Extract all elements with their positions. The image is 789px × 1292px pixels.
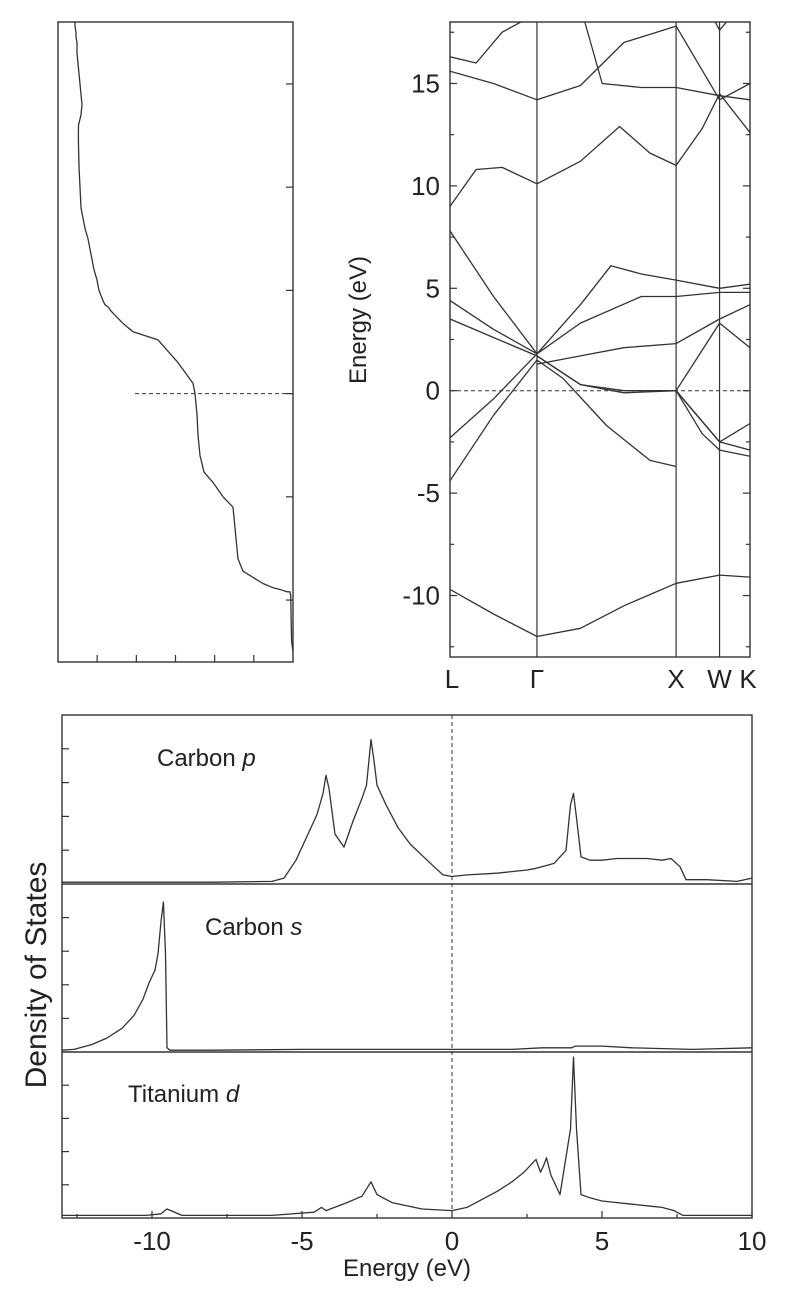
band-symmetry-lines [536,22,721,657]
pdos-curve [62,1056,752,1217]
band-line [536,322,750,394]
band-y-tick-label: 10 [411,171,440,201]
pdos-curve [62,738,753,883]
projected-dos-y-ticks [62,748,69,1186]
band-y-tick-label: 15 [411,68,440,98]
band-line [450,353,538,439]
kpoint-label: X [667,664,684,694]
band-y-tick-label: 0 [426,376,440,406]
projected-dos-frame [61,714,753,1219]
pdos-panel-title: Titanium d [128,1081,240,1108]
pdos-x-tick-label: -10 [133,1226,171,1256]
pdos-x-tick-label: -5 [290,1226,313,1256]
kpoint-label: K [739,664,757,694]
projected-dos-curves [61,738,753,1217]
total-dos-frame [57,21,294,663]
projected-dos-y-axis-label: Density of States [20,862,53,1089]
band-line [450,574,750,638]
band-line [714,22,727,31]
band-y-tick-label: 5 [426,273,440,303]
band-line [584,22,750,101]
kpoint-label: L [445,664,459,694]
band-line [450,230,750,355]
band-line [450,22,523,64]
band-y-ticks: -10 -5 0 5 10 15 [402,31,750,648]
pdos-x-tick-label: 5 [595,1226,609,1256]
band-line [450,318,750,443]
total-dos-panel [57,21,294,663]
total-dos-curve [74,21,294,652]
band-y-axis-label: Energy (eV) [345,256,372,384]
total-dos-tick-marks [96,83,293,662]
band-y-tick-label: -5 [417,478,440,508]
band-line [450,93,750,207]
band-y-tick-label: -10 [402,581,440,611]
projected-dos-panel: -10 -5 0 5 10 Carbon p Carbon s Titanium d Ene… [20,714,767,1282]
band-line [675,390,750,451]
band-line [450,359,677,482]
projected-dos-x-ticks: -10 -5 0 5 10 [76,1211,767,1256]
projected-dos-panel-titles: Carbon p Carbon s Titanium d [128,745,302,1108]
pdos-panel-title: Carbon p [157,745,256,772]
pdos-panel-title: Carbon s [205,914,302,941]
projected-dos-x-axis-label: Energy (eV) [343,1255,471,1282]
band-line [450,25,750,101]
band-curves [450,22,750,638]
pdos-curve [61,901,753,1051]
band-structure-frame [449,21,751,658]
kpoint-label: W [707,664,732,694]
band-line [536,304,750,365]
band-line [675,390,750,457]
band-line [450,291,750,355]
pdos-x-tick-label: 0 [445,1226,459,1256]
pdos-x-tick-label: 10 [738,1226,767,1256]
kpoint-label: Γ [530,664,544,694]
